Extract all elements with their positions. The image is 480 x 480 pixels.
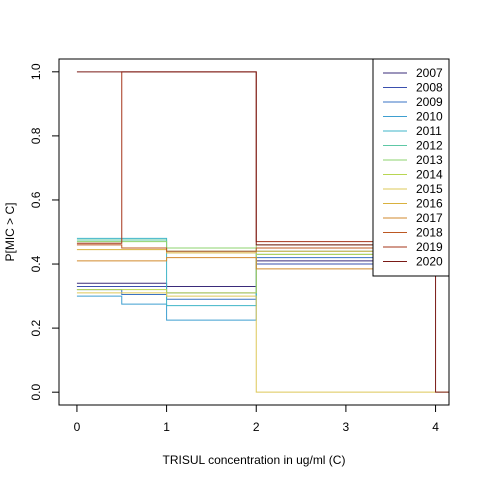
x-tick-label: 1 <box>163 420 170 434</box>
series-line-2020 <box>76 71 449 393</box>
x-tick-label: 0 <box>74 420 81 434</box>
legend-entry: 2016 <box>416 197 443 211</box>
legend-entry: 2019 <box>416 240 443 254</box>
legend-entry: 2011 <box>416 124 442 138</box>
y-tick-label: 0.6 <box>29 191 43 208</box>
legend-box <box>372 58 450 277</box>
legend-entry: 2013 <box>416 153 443 167</box>
legend: 2007200820092010201120122013201420152016… <box>372 58 450 277</box>
legend-entry: 2009 <box>416 95 443 109</box>
x-axis-title: TRISUL concentration in ug/ml (C) <box>163 453 346 467</box>
series-line-2018 <box>76 244 449 252</box>
legend-entry: 2018 <box>416 226 443 240</box>
x-axis: 0 1 2 3 4 <box>74 404 439 434</box>
y-tick-label: 0.2 <box>29 319 43 336</box>
series-line-2007 <box>76 260 449 287</box>
legend-entry: 2012 <box>416 139 443 153</box>
legend-entry: 2014 <box>416 168 443 182</box>
series-line-2015 <box>76 292 449 393</box>
x-tick-label: 2 <box>253 420 260 434</box>
legend-entry: 2008 <box>416 81 443 95</box>
y-tick-label: 0.8 <box>29 127 43 144</box>
legend-entry: 2007 <box>416 66 443 80</box>
legend-entry: 2017 <box>416 211 443 225</box>
series-line-2017 <box>76 257 449 270</box>
y-axis: 0.0 0.2 0.4 0.6 0.8 1.0 <box>29 63 60 401</box>
legend-entry: 2020 <box>416 255 443 269</box>
legend-entry: 2010 <box>416 110 443 124</box>
y-tick-label: 1.0 <box>29 63 43 80</box>
x-tick-label: 3 <box>343 420 350 434</box>
y-tick-label: 0.0 <box>29 384 43 401</box>
x-tick-label: 4 <box>432 420 439 434</box>
series-line-2014 <box>76 253 449 294</box>
series-line-2016 <box>76 249 449 254</box>
series-lines <box>76 71 449 393</box>
y-axis-title: P[MIC > C] <box>3 202 17 261</box>
y-tick-label: 0.4 <box>29 255 43 272</box>
legend-entry: 2015 <box>416 182 443 196</box>
